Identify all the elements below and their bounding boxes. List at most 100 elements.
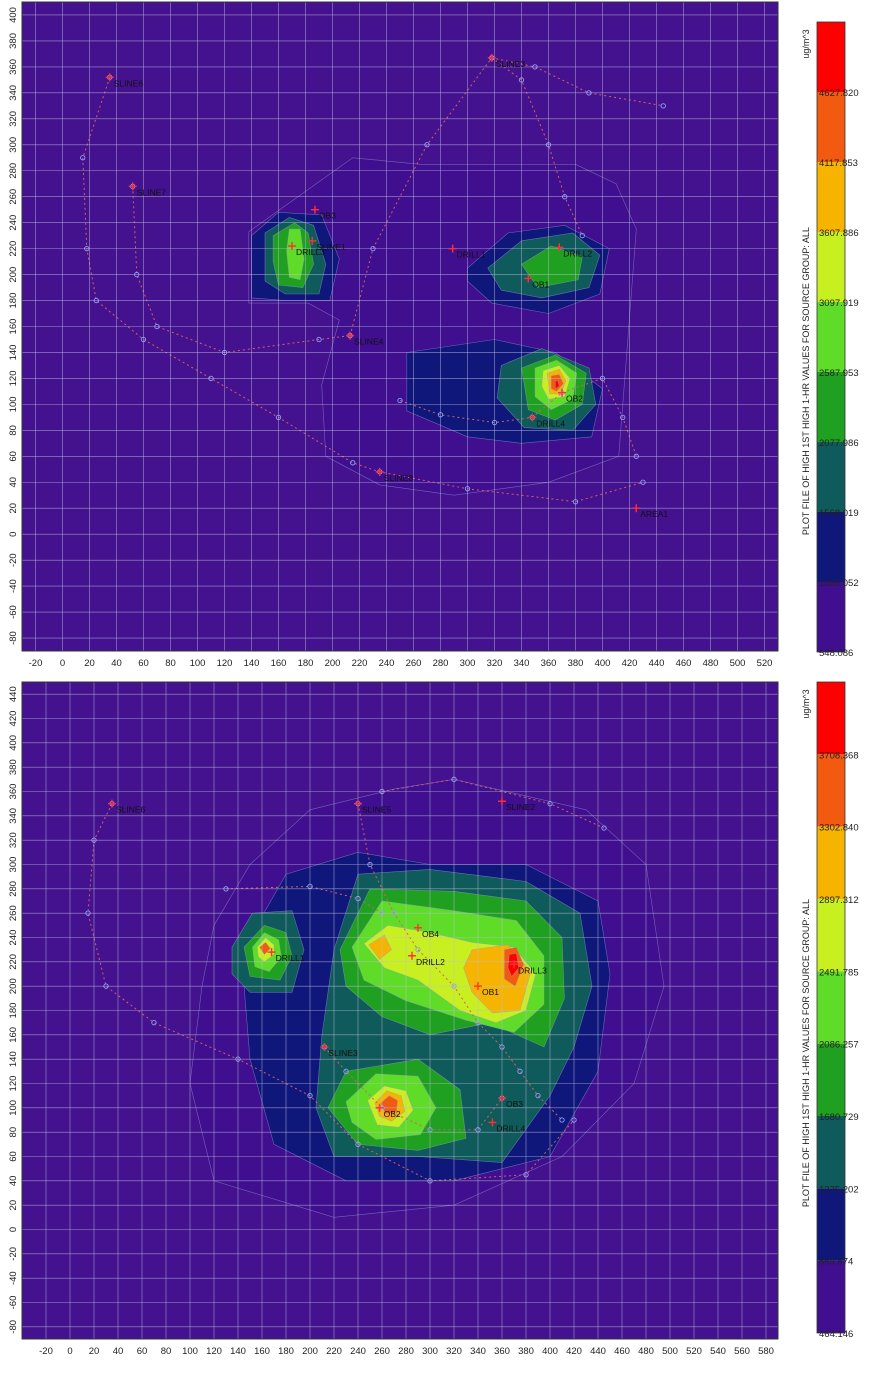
y-tick-label: 240 bbox=[8, 930, 19, 946]
y-tick-label: -20 bbox=[8, 553, 19, 567]
source-line-path bbox=[132, 186, 351, 354]
x-tick-label: 480 bbox=[638, 1346, 654, 1357]
legend-level-label: 548.086 bbox=[819, 648, 853, 659]
x-tick-label: 220 bbox=[326, 1346, 342, 1357]
source-label: OB2 bbox=[566, 394, 583, 404]
x-tick-label: 560 bbox=[734, 1346, 750, 1357]
x-tick-label: 120 bbox=[206, 1346, 222, 1357]
y-tick-label: -80 bbox=[8, 631, 19, 645]
contour-region bbox=[368, 934, 392, 960]
y-tick-label: -40 bbox=[8, 579, 19, 593]
receptor-marker bbox=[151, 1020, 157, 1026]
y-tick-label: 0 bbox=[8, 532, 19, 537]
legend-units: ug/m^3 bbox=[801, 689, 811, 718]
y-tick-label: -60 bbox=[8, 1296, 19, 1310]
x-tick-label: 100 bbox=[182, 1346, 198, 1357]
y-tick-label: 120 bbox=[8, 370, 19, 386]
source-label: DRILL1 bbox=[276, 953, 305, 963]
source-label: AREA1 bbox=[640, 509, 668, 519]
y-tick-label: 220 bbox=[8, 954, 19, 970]
source-label: DRILL4 bbox=[536, 418, 565, 428]
y-tick-label: -20 bbox=[8, 1247, 19, 1261]
legend-color-band bbox=[817, 826, 845, 899]
x-tick-label: 220 bbox=[352, 658, 368, 669]
y-tick-label: 140 bbox=[8, 1051, 19, 1067]
y-tick-label: 300 bbox=[8, 137, 19, 153]
x-tick-label: 480 bbox=[703, 658, 719, 669]
source-label: SLINE1 bbox=[316, 242, 346, 252]
legend-color-band bbox=[817, 232, 845, 302]
y-tick-label: 340 bbox=[8, 808, 19, 824]
receptor-marker bbox=[620, 414, 626, 421]
legend-color-band bbox=[817, 971, 845, 1044]
x-tick-label: 80 bbox=[165, 658, 176, 669]
legend-level-label: 2077.986 bbox=[819, 438, 859, 449]
x-tick-label: 460 bbox=[614, 1346, 630, 1357]
x-tick-label: 140 bbox=[244, 658, 260, 669]
y-tick-label: 120 bbox=[8, 1076, 19, 1092]
y-tick-label: 200 bbox=[8, 978, 19, 994]
x-tick-label: 320 bbox=[446, 1346, 462, 1357]
source-label: DRILL2 bbox=[416, 957, 445, 967]
y-tick-label: 60 bbox=[8, 451, 19, 462]
source-label: DRILL1 bbox=[457, 250, 486, 260]
legend-color-band bbox=[817, 1260, 845, 1333]
legend-level-label: 1275.202 bbox=[819, 1184, 859, 1195]
legend-level-label: 3708.368 bbox=[819, 750, 859, 761]
x-tick-label: 400 bbox=[595, 658, 611, 669]
y-tick-label: 160 bbox=[8, 1027, 19, 1043]
x-tick-label: 420 bbox=[566, 1346, 582, 1357]
contour-region bbox=[286, 228, 305, 281]
x-tick-label: 460 bbox=[676, 658, 692, 669]
legend-level-label: 3097.919 bbox=[819, 298, 859, 309]
y-tick-label: 280 bbox=[8, 163, 19, 179]
x-tick-label: 440 bbox=[649, 658, 665, 669]
x-tick-label: 400 bbox=[542, 1346, 558, 1357]
receptor-marker bbox=[397, 397, 403, 404]
legend-color-band bbox=[817, 442, 845, 512]
receptor-marker bbox=[343, 1068, 349, 1074]
x-tick-label: 440 bbox=[590, 1346, 606, 1357]
x-tick-label: 280 bbox=[398, 1346, 414, 1357]
x-tick-label: 100 bbox=[190, 658, 206, 669]
y-tick-label: 440 bbox=[8, 686, 19, 702]
top-contour-chart: -20 0 20 40 60 80 100 120 140 160 180 200 220 240 260 2… bbox=[8, 1, 859, 729]
source-label: OB1 bbox=[482, 987, 499, 997]
x-tick-label: -20 bbox=[39, 1346, 53, 1357]
legend-level-label: 4117.853 bbox=[819, 158, 858, 169]
y-tick-label: 260 bbox=[8, 905, 19, 921]
legend-level-label: 4627.820 bbox=[819, 88, 859, 99]
source-label: SLINE2 bbox=[506, 802, 536, 812]
legend-bar-border bbox=[816, 21, 846, 653]
legend-level-label: 2086.257 bbox=[819, 1040, 859, 1051]
y-tick-label: 240 bbox=[8, 215, 19, 231]
receptor-marker bbox=[601, 825, 607, 831]
contour-region bbox=[554, 380, 560, 390]
x-tick-label: 180 bbox=[278, 1346, 294, 1357]
y-tick-label: 320 bbox=[8, 832, 19, 848]
receptor-marker bbox=[415, 947, 421, 953]
x-tick-label: 180 bbox=[298, 658, 314, 669]
legend-title: PLOT FILE OF HIGH 1ST HIGH 1-HR VALUES F… bbox=[801, 899, 811, 1207]
y-tick-label: 220 bbox=[8, 241, 19, 257]
x-tick-label: 540 bbox=[710, 1346, 726, 1357]
contour-region bbox=[521, 245, 583, 288]
y-tick-label: 20 bbox=[8, 503, 19, 514]
legend-title: PLOT FILE OF HIGH 1ST HIGH 1-HR VALUES F… bbox=[801, 227, 811, 535]
x-tick-label: 300 bbox=[460, 658, 476, 669]
legend-color-band bbox=[817, 162, 845, 232]
source-label: OB3 bbox=[319, 211, 336, 221]
y-tick-label: 40 bbox=[8, 1176, 19, 1187]
source-line-path bbox=[491, 57, 583, 236]
legend-color-band bbox=[817, 372, 845, 442]
x-tick-label: -20 bbox=[29, 658, 43, 669]
y-tick-label: 300 bbox=[8, 857, 19, 873]
source-label: OB4 bbox=[422, 929, 439, 939]
y-tick-label: 180 bbox=[8, 293, 19, 309]
x-tick-label: 200 bbox=[302, 1346, 318, 1357]
source-label: SLINE4 bbox=[354, 337, 384, 347]
legend-bar-border bbox=[816, 681, 846, 1334]
x-tick-label: 340 bbox=[514, 658, 530, 669]
x-tick-label: 40 bbox=[113, 1346, 124, 1357]
x-tick-label: 300 bbox=[422, 1346, 438, 1357]
